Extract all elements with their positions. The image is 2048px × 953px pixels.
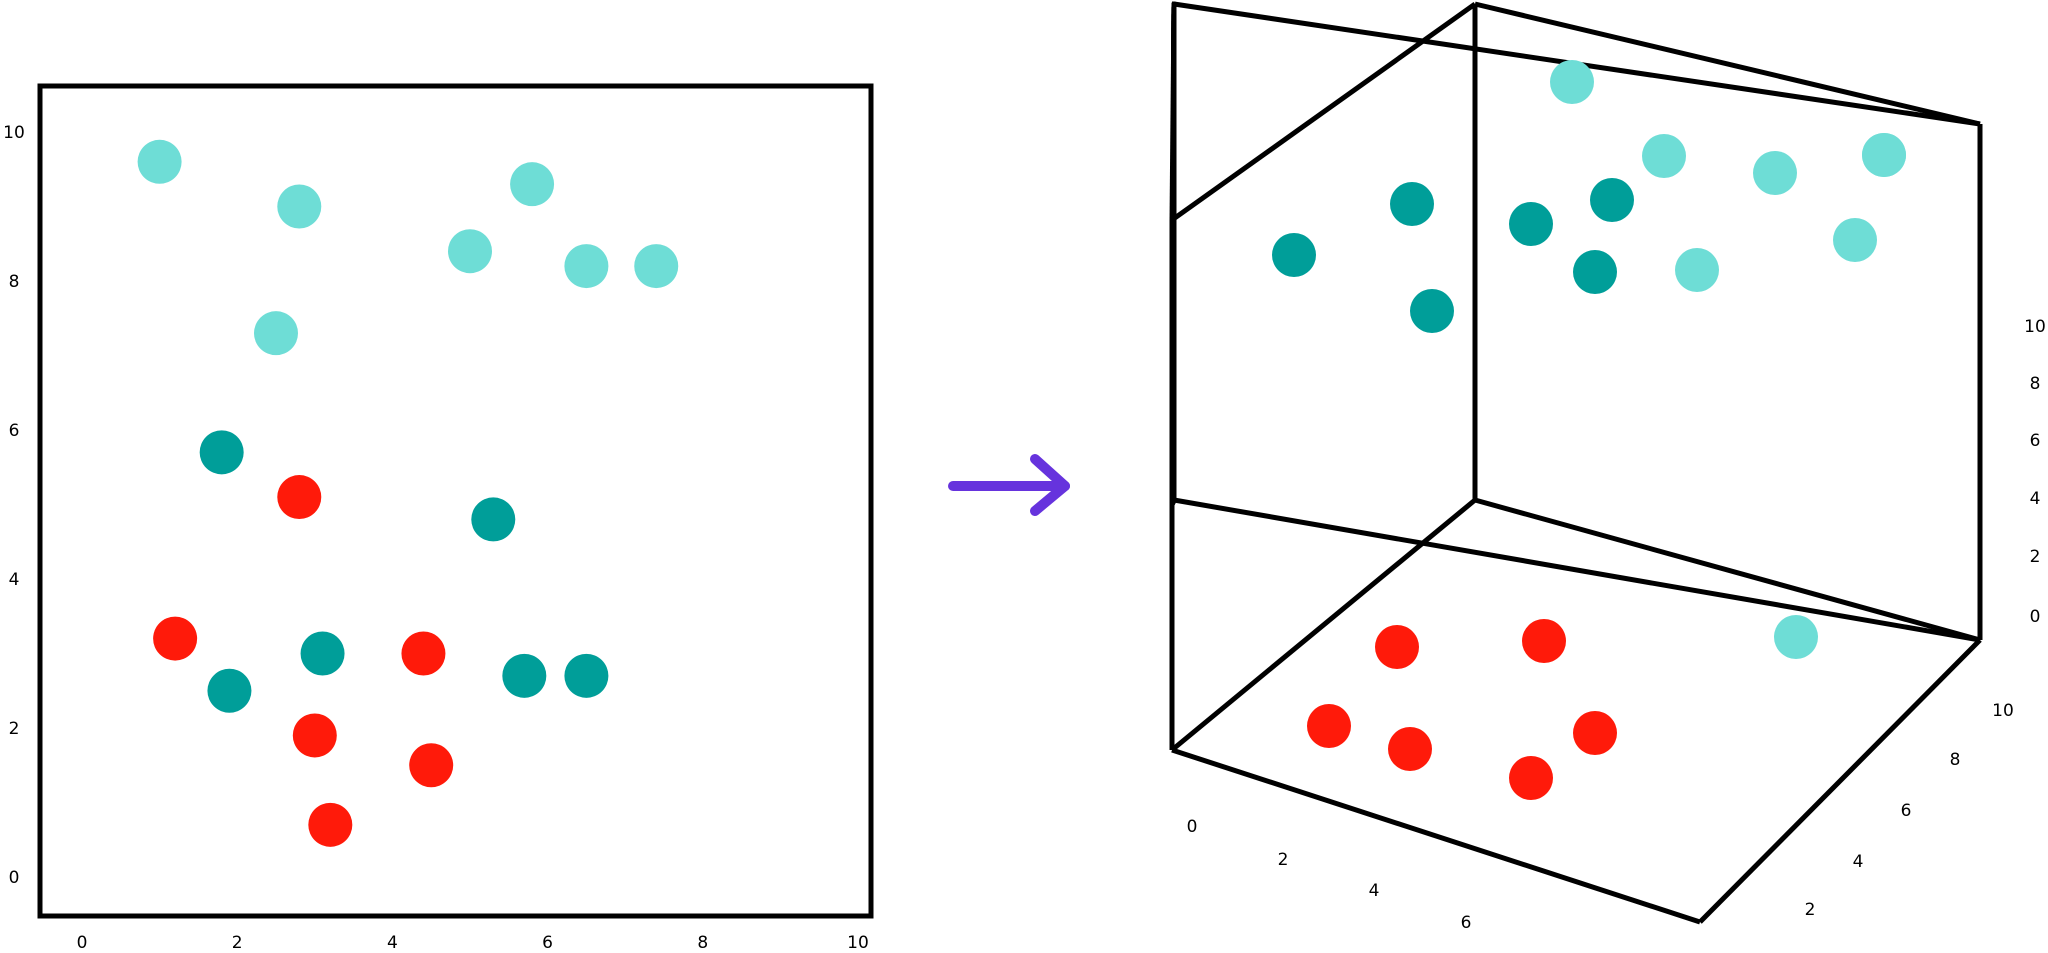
scatter-point-3d — [1375, 625, 1419, 669]
scatter-point — [277, 184, 322, 229]
y-tick-labels: 0 2 4 6 8 10 — [3, 123, 25, 888]
scatter-point-3d — [1753, 151, 1797, 195]
z-tick-label: 8 — [2030, 374, 2041, 394]
3d-tick-labels: 0 2 4 6 8 10 2 4 6 8 10 0 2 4 6 — [1187, 317, 2046, 933]
y-tick-label: 4 — [9, 570, 20, 590]
y-tick-label: 6 — [9, 421, 20, 441]
depth-tick-label: 6 — [1901, 801, 1912, 821]
scatter-point — [277, 475, 322, 520]
scatter-point-3d — [1675, 248, 1719, 292]
scatter-point — [409, 743, 454, 788]
x-tick-label: 4 — [387, 933, 398, 953]
scatter-point-3d — [1774, 615, 1818, 659]
depth-tick-label: 10 — [1992, 701, 2014, 721]
depth-tick-label: 2 — [1805, 900, 1816, 920]
z-tick-label: 2 — [2030, 547, 2041, 567]
scatter-point — [254, 311, 298, 356]
scatter-point — [634, 244, 679, 289]
scatter-point — [137, 139, 182, 184]
depth-tick-label: 4 — [1853, 852, 1864, 872]
x-tick-label: 8 — [697, 933, 708, 953]
scatter-point — [199, 430, 244, 475]
scatter-point-3d — [1642, 134, 1686, 178]
z-tick-label: 4 — [2030, 489, 2041, 509]
scatter-point-3d — [1862, 133, 1906, 177]
scatter-point — [448, 229, 492, 274]
scatter-point-3d — [1550, 60, 1594, 104]
scatter-point — [308, 802, 353, 847]
scatter-3d-chart: 0 2 4 6 8 10 2 4 6 8 10 0 2 4 6 — [1169, 1, 2046, 933]
x-tick-label: 10 — [847, 933, 869, 953]
x-tick-label: 2 — [232, 933, 243, 953]
x-tick-label: 6 — [1461, 913, 1472, 933]
scatter-point — [471, 497, 516, 542]
scatter-point-3d — [1410, 289, 1454, 333]
scatter-point-3d — [1590, 178, 1634, 222]
y-tick-label: 2 — [9, 719, 20, 739]
scatter-point-3d — [1573, 250, 1617, 294]
x-tick-label: 2 — [1278, 850, 1289, 870]
scatter-point-3d — [1390, 182, 1434, 226]
scatter-points-3d — [1272, 60, 1906, 800]
scatter-point-3d — [1522, 619, 1566, 663]
scatter-point — [564, 244, 609, 289]
scatter-point — [300, 631, 345, 676]
x-tick-labels: 0 2 4 6 8 10 — [77, 933, 869, 953]
scatter-point — [153, 616, 198, 661]
x-tick-label: 6 — [542, 933, 553, 953]
scatter-point-3d — [1307, 704, 1351, 748]
scatter-point-3d — [1272, 233, 1316, 277]
scatter-2d-chart: 0 2 4 6 8 10 0 2 4 6 8 10 — [3, 83, 874, 953]
scatter-point-3d — [1388, 727, 1432, 771]
3d-box-outline — [1169, 1, 1983, 925]
scatter-point-3d — [1509, 202, 1553, 246]
scatter-point — [510, 162, 555, 207]
y-tick-label: 8 — [9, 272, 20, 292]
scatter-point — [564, 653, 609, 698]
scatter-point-3d — [1573, 711, 1617, 755]
scatter-point — [401, 631, 446, 676]
plot-frame — [37, 83, 874, 919]
scatter-point-3d — [1833, 218, 1877, 262]
depth-tick-label: 8 — [1950, 750, 1961, 770]
x-tick-label: 0 — [1187, 817, 1198, 837]
y-tick-label: 0 — [9, 868, 20, 888]
z-tick-label: 10 — [2024, 317, 2046, 337]
x-tick-label: 0 — [77, 933, 88, 953]
scatter-point — [502, 653, 547, 698]
right-arrow-icon — [948, 454, 1070, 516]
x-tick-label: 4 — [1369, 881, 1380, 901]
scatter-points-2d — [137, 139, 679, 847]
z-tick-label: 6 — [2030, 431, 2041, 451]
y-tick-label: 10 — [3, 123, 25, 143]
scatter-point — [292, 713, 337, 758]
z-tick-label: 0 — [2030, 607, 2041, 627]
scatter-point-3d — [1509, 756, 1553, 800]
scatter-point — [207, 668, 252, 713]
